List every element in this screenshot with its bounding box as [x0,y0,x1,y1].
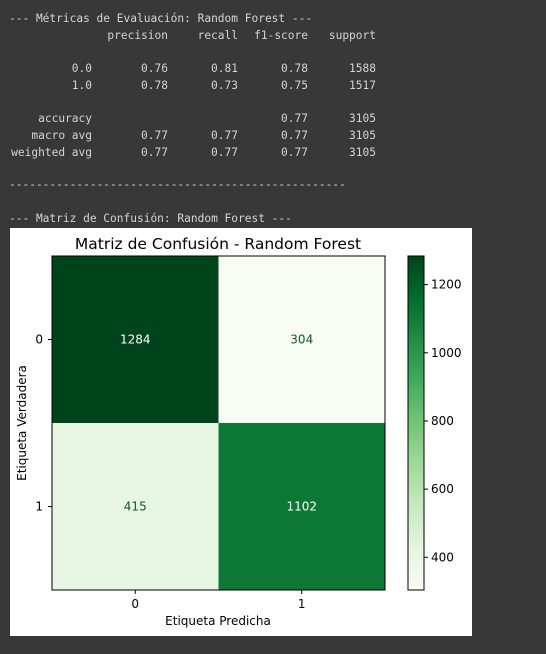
row-support: 1588 [349,62,376,75]
colorbar-tick-label: 1200 [431,278,462,292]
cell-value-label: 304 [290,333,313,347]
colorbar-tick-label: 1000 [431,346,462,360]
x-tick-label: 1 [298,597,306,611]
row-label: weighted avg [11,146,92,159]
row-label: accuracy [38,112,92,125]
row-label: macro avg [31,129,92,142]
confusion-matrix-header: --- Matriz de Confusión: Random Forest -… [9,212,292,225]
plot-frame [51,255,386,591]
row-f1: 0.77 [281,146,308,159]
row-f1: 0.75 [281,79,308,92]
axis-ticks: 0 1 0 1 [35,333,305,612]
cell-value-label: 1102 [286,500,317,514]
row-precision: 0.77 [141,146,168,159]
row-recall: 0.81 [211,62,238,75]
x-axis-label: Etiqueta Predicha [165,614,271,628]
row-f1: 0.77 [281,112,308,125]
y-tick-label: 0 [35,333,43,347]
row-precision: 0.76 [141,62,168,75]
confusion-matrix-figure: Matriz de Confusión - Random Forest 1284… [10,228,472,636]
col-header-recall: recall [197,29,238,42]
heatmap-cell [52,423,219,590]
classification-report-output: --- Métricas de Evaluación: Random Fores… [0,0,546,226]
row-recall: 0.77 [211,146,238,159]
chart-title: Matriz de Confusión - Random Forest [75,235,361,253]
col-header-precision: precision [107,29,168,42]
separator-line: ----------------------------------------… [9,178,346,191]
row-label: 0.0 [71,62,92,75]
row-label: 1.0 [71,79,92,92]
cell-value-label: 1284 [120,333,151,347]
y-axis-label: Etiqueta Verdadera [15,365,29,481]
x-tick-label: 0 [131,597,139,611]
y-tick-label: 1 [35,500,43,514]
heatmap-cell [218,256,385,423]
colorbar-tick-label: 400 [431,550,454,564]
row-recall: 0.77 [211,129,238,142]
row-precision: 0.77 [141,129,168,142]
confusion-matrix-chart: Matriz de Confusión - Random Forest 1284… [15,235,462,628]
cell-value-label: 415 [124,500,147,514]
metrics-header: --- Métricas de Evaluación: Random Fores… [9,12,313,25]
row-support: 3105 [349,129,376,142]
colorbar-ticks: 400 600 800 1000 1200 [424,278,462,564]
row-f1: 0.78 [281,62,308,75]
colorbar-tick-label: 800 [431,414,454,428]
heatmap-cell [218,423,385,590]
row-f1: 0.77 [281,129,308,142]
col-header-support: support [328,29,376,42]
row-support: 3105 [349,112,376,125]
row-support: 3105 [349,146,376,159]
heatmap-cells: 1284 304 415 1102 [52,256,385,590]
row-support: 1517 [349,79,376,92]
heatmap-cell [52,256,219,423]
row-precision: 0.78 [141,79,168,92]
colorbar-tick-label: 600 [431,482,454,496]
col-header-f1: f1-score [254,29,308,42]
row-recall: 0.73 [211,79,238,92]
colorbar [407,255,425,591]
